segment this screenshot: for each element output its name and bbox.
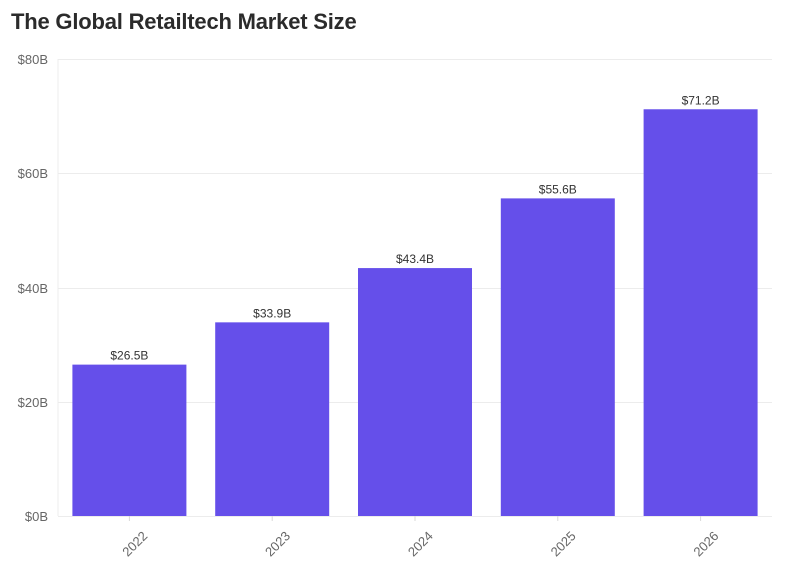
x-tick-label: 2025	[548, 528, 579, 559]
data-label: $71.2B	[682, 93, 720, 107]
data-label: $55.6B	[539, 182, 577, 196]
chart-title: The Global Retailtech Market Size	[11, 9, 357, 34]
bar-2023	[215, 322, 330, 516]
bar-2025	[500, 198, 615, 516]
y-tick-label: $0B	[25, 509, 48, 524]
y-tick-label: $40B	[18, 281, 48, 296]
x-axis: 2022 2023 2024 2025 2026	[119, 516, 722, 559]
bars	[72, 109, 758, 517]
y-tick-label: $20B	[18, 395, 48, 410]
data-labels: $26.5B $33.9B $43.4B $55.6B $71.2B	[110, 93, 719, 362]
x-tick-label: 2024	[405, 528, 436, 559]
bar-2026	[643, 109, 758, 517]
y-tick-label: $80B	[18, 52, 48, 67]
data-label: $43.4B	[396, 252, 434, 266]
x-tick-label: 2023	[262, 528, 293, 559]
x-tick-label: 2022	[119, 528, 150, 559]
y-tick-label: $60B	[18, 166, 48, 181]
bar-2022	[72, 364, 187, 516]
bar-2024	[358, 268, 472, 516]
data-label: $33.9B	[253, 306, 291, 320]
y-axis: $0B $20B $40B $60B $80B	[18, 52, 59, 524]
data-label: $26.5B	[110, 349, 148, 363]
x-tick-label: 2026	[690, 528, 721, 559]
